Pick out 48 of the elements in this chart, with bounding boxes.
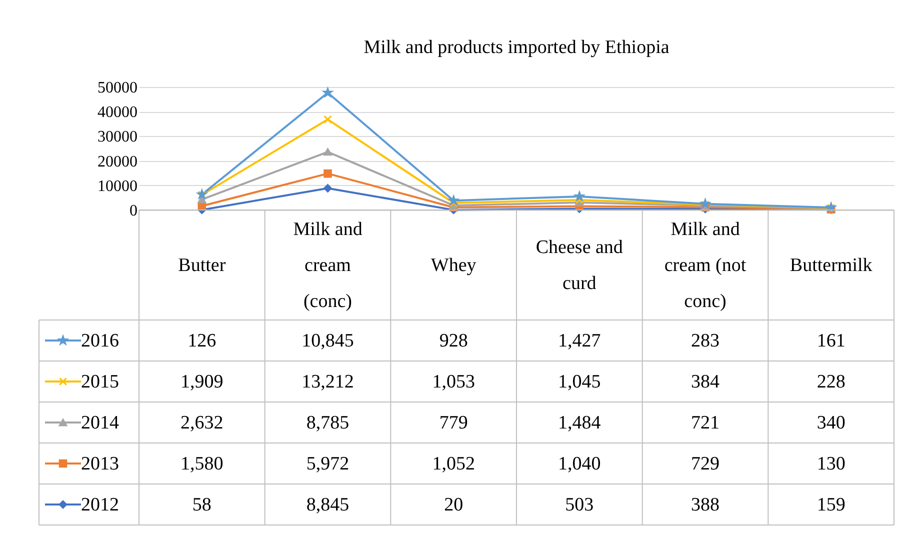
text: 161 xyxy=(816,330,846,352)
text: 928 xyxy=(439,330,468,352)
text: 729 xyxy=(691,454,720,474)
legend-label: 2012 xyxy=(81,494,119,516)
legend-label: 2015 xyxy=(81,372,119,392)
text: 384 xyxy=(691,372,720,392)
x-tick-label: Milk and cream (not conc) xyxy=(664,219,747,312)
y-tick-label: 10000 xyxy=(98,178,138,195)
text: 340 xyxy=(816,412,846,434)
text: 1,052 xyxy=(432,454,475,474)
text: 8,785 xyxy=(306,412,350,434)
text: 130 xyxy=(816,454,846,474)
x-tick-label: Cheese and curd xyxy=(536,237,624,294)
y-tick-label: 0 xyxy=(130,202,138,220)
y-tick-label: 20000 xyxy=(98,153,138,170)
legend-label: 2014 xyxy=(81,412,120,434)
text: 58 xyxy=(192,494,212,516)
text: 1,580 xyxy=(180,454,224,474)
y-tick-label: 30000 xyxy=(98,128,138,146)
x-tick-label: Whey xyxy=(430,255,477,276)
text: 1,484 xyxy=(558,412,602,434)
text: 779 xyxy=(439,412,468,434)
text: 1,909 xyxy=(180,372,224,392)
x-tick-label: Butter xyxy=(178,255,226,276)
text: 228 xyxy=(816,372,846,392)
chart-title: Milk and products imported by Ethiopia xyxy=(364,37,670,58)
y-tick-label: 40000 xyxy=(98,104,138,122)
text: 126 xyxy=(188,330,216,352)
text: 388 xyxy=(691,494,720,516)
text: 8,845 xyxy=(306,494,350,516)
text: 503 xyxy=(565,494,594,516)
text: 10,845 xyxy=(302,330,354,352)
legend-label: 2013 xyxy=(81,454,119,474)
text: 1,040 xyxy=(558,454,601,474)
text: 5,972 xyxy=(306,454,350,474)
text: 721 xyxy=(691,412,720,434)
x-tick-label: Milk and cream (conc) xyxy=(293,219,363,312)
text: 13,212 xyxy=(302,372,354,392)
text: 20 xyxy=(444,494,464,516)
text: 283 xyxy=(691,330,720,352)
text: 1,045 xyxy=(558,372,601,392)
y-tick-label: 50000 xyxy=(98,80,138,96)
text: 1,427 xyxy=(558,330,601,352)
text: 2,632 xyxy=(180,412,224,434)
x-tick-label: Buttermilk xyxy=(790,255,873,276)
text: 1,053 xyxy=(432,372,475,392)
legend-label: 2016 xyxy=(81,330,119,352)
text: 159 xyxy=(816,494,846,516)
